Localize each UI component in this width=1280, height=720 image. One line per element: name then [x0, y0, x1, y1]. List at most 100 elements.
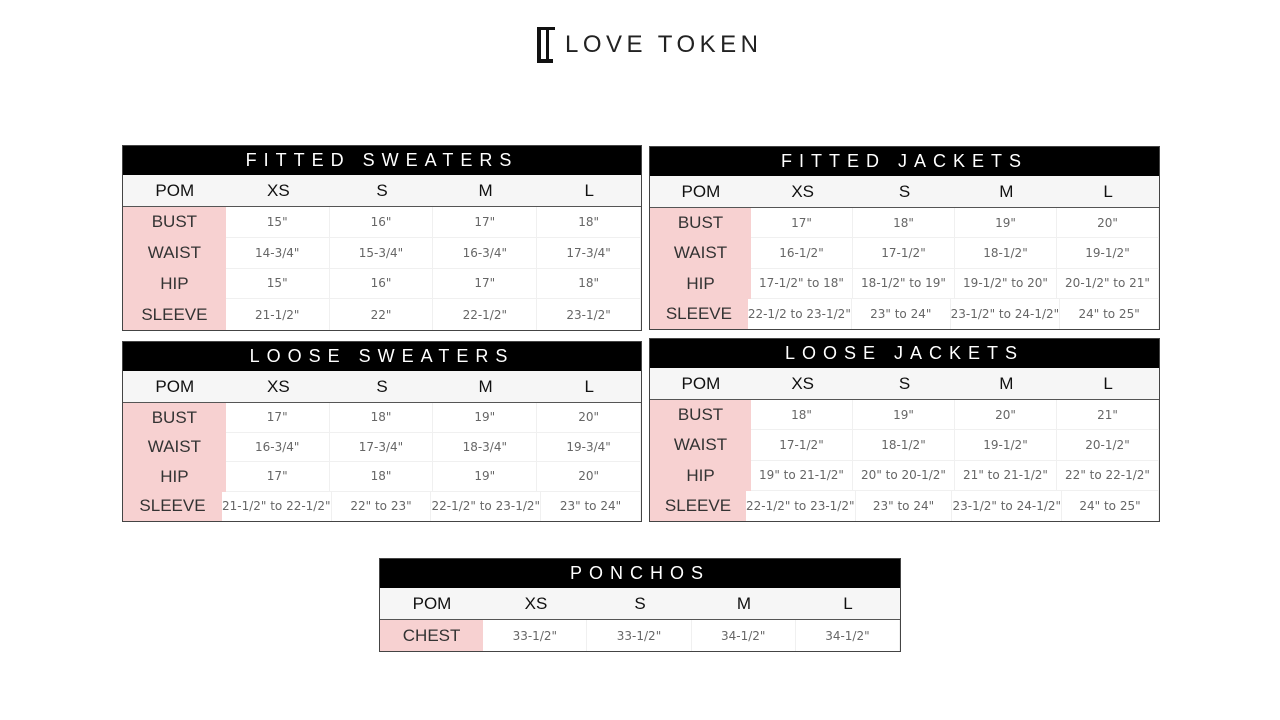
measurement-cell: 16" [329, 268, 434, 300]
table-row: CHEST 33-1/2" 33-1/2" 34-1/2" 34-1/2" [380, 620, 901, 651]
brand-name: LOVE TOKEN [565, 31, 763, 58]
table-title: FITTED JACKETS [650, 147, 1159, 176]
measurement-cell: 19" [433, 403, 538, 433]
table-row: HIP 17-1/2" to 18" 18-1/2" to 19" 19-1/2" t… [650, 268, 1159, 299]
pom-label: WAIST [650, 238, 751, 269]
measurement-cell: 19" [955, 208, 1057, 239]
measurement-cell: 23-1/2" to 24-1/2" [951, 298, 1061, 329]
column-header: S [376, 181, 388, 200]
measurement-cell: 17" [433, 207, 538, 238]
table-row: WAIST 17-1/2" 18-1/2" 19-1/2" 20-1/2" [650, 430, 1159, 461]
column-header: M [478, 377, 493, 396]
pom-label: SLEEVE [650, 298, 748, 329]
measurement-cell: 15" [225, 268, 330, 300]
table-row: HIP 15" 16" 17" 18" [123, 268, 641, 300]
pom-label: WAIST [650, 430, 751, 461]
fitted-jackets-size-table: FITTED JACKETS POM XS S M L BUST 17" 18" 19" 20" WA… [649, 146, 1160, 330]
brand-logo: LOVE TOKEN [536, 25, 763, 65]
measurement-cell: 18-1/2" [853, 430, 955, 461]
measurement-cell: 17-1/2" [853, 238, 955, 269]
measurement-cell: 18" [537, 268, 641, 300]
measurement-cell: 16" [329, 207, 434, 238]
column-header: L [584, 377, 594, 396]
measurement-cell: 18" [751, 400, 853, 431]
pom-label: SLEEVE [123, 299, 226, 330]
fitted-sweaters-size-table: FITTED SWEATERS POM XS S M L BUST 15" 16" 17" 18" W… [122, 145, 642, 331]
table-header-row: POM XS S M L [380, 588, 900, 620]
measurement-cell: 18" [537, 207, 641, 238]
table-row: SLEEVE 22-1/2 to 23-1/2" 23" to 24" 23-1/2"… [650, 298, 1160, 329]
table-header-row: POM XS S M L [650, 368, 1159, 400]
measurement-cell: 16-3/4" [225, 432, 330, 462]
measurement-cell: 34-1/2" [692, 620, 796, 651]
table-row: BUST 18" 19" 20" 21" [650, 400, 1159, 431]
pom-label: SLEEVE [123, 491, 222, 521]
measurement-cell: 23" to 24" [856, 490, 953, 521]
measurement-cell: 14-3/4" [225, 237, 330, 269]
column-header: M [736, 594, 752, 613]
table-row: BUST 17" 18" 19" 20" [123, 403, 641, 433]
measurement-cell: 17" [751, 208, 853, 239]
column-header: L [584, 181, 594, 200]
measurement-cell: 24" to 25" [1062, 490, 1159, 521]
measurement-cell: 19" [853, 400, 955, 431]
table-title: PONCHOS [380, 559, 900, 588]
pom-label: HIP [650, 268, 751, 299]
table-header-row: POM XS S M L [123, 175, 641, 207]
pom-label: BUST [123, 403, 226, 433]
column-header: S [634, 594, 646, 613]
table-row: BUST 15" 16" 17" 18" [123, 207, 641, 238]
measurement-cell: 20" [1057, 208, 1159, 239]
table-row: BUST 17" 18" 19" 20" [650, 208, 1159, 239]
measurement-cell: 17" [225, 462, 330, 492]
measurement-cell: 16-1/2" [751, 238, 853, 269]
loose-sweaters-size-table: LOOSE SWEATERS POM XS S M L BUST 17" 18" 19" 20" WA… [122, 341, 642, 522]
table-row: HIP 17" 18" 19" 20" [123, 462, 641, 492]
column-header: L [1103, 374, 1113, 393]
pom-label: WAIST [123, 237, 226, 269]
measurement-cell: 22-1/2" to 23-1/2" [431, 491, 542, 521]
column-header: POM [681, 374, 721, 393]
measurement-cell: 21" to 21-1/2" [955, 460, 1057, 491]
table-title: LOOSE SWEATERS [123, 342, 641, 371]
logo-mark-icon [536, 25, 556, 65]
pom-label: BUST [650, 400, 751, 431]
loose-jackets-size-table: LOOSE JACKETS POM XS S M L BUST 18" 19" 20" 21" WAI… [649, 338, 1160, 522]
measurement-cell: 18" [853, 208, 955, 239]
measurement-cell: 17" [225, 403, 330, 433]
column-header: POM [412, 594, 452, 613]
measurement-cell: 21" [1057, 400, 1159, 431]
measurement-cell: 22" [330, 299, 434, 330]
pom-label: BUST [650, 208, 751, 239]
column-header: S [898, 182, 911, 201]
table-title: LOOSE JACKETS [650, 339, 1159, 368]
column-header: M [999, 374, 1014, 393]
column-header: S [898, 374, 911, 393]
measurement-cell: 22-1/2" [433, 299, 538, 330]
pom-label: HIP [123, 462, 226, 492]
column-header: XS [791, 182, 815, 201]
measurement-cell: 19" [433, 462, 538, 492]
measurement-cell: 19" to 21-1/2" [751, 460, 853, 491]
measurement-cell: 18-1/2" [955, 238, 1057, 269]
table-row: WAIST 16-3/4" 17-3/4" 18-3/4" 19-3/4" [123, 432, 641, 462]
measurement-cell: 22-1/2 to 23-1/2" [748, 298, 852, 329]
measurement-cell: 15-3/4" [329, 237, 434, 269]
ponchos-size-table: PONCHOS POM XS S M L CHEST 33-1/2" 33-1/2" 34-1/2… [379, 558, 901, 652]
table-row: HIP 19" to 21-1/2" 20" to 20-1/2" 21" to 21… [650, 460, 1159, 491]
pom-label: CHEST [380, 620, 484, 651]
column-header: XS [267, 377, 290, 396]
table-row: SLEEVE 21-1/2" 22" 22-1/2" 23-1/2" [123, 299, 641, 330]
table-row: SLEEVE 21-1/2" to 22-1/2" 22" to 23" 22-1/2… [123, 491, 641, 521]
measurement-cell: 22" to 23" [332, 491, 432, 521]
measurement-cell: 20" [955, 400, 1057, 431]
measurement-cell: 22-1/2" to 23-1/2" [746, 490, 856, 521]
measurement-cell: 19-1/2" to 20" [955, 268, 1057, 299]
measurement-cell: 23" to 24" [541, 491, 641, 521]
measurement-cell: 23-1/2" to 24-1/2" [952, 490, 1063, 521]
column-header: XS [267, 181, 290, 200]
measurement-cell: 17" [433, 268, 538, 300]
measurement-cell: 24" to 25" [1060, 298, 1160, 329]
measurement-cell: 17-3/4" [537, 237, 641, 269]
measurement-cell: 18" [329, 403, 434, 433]
